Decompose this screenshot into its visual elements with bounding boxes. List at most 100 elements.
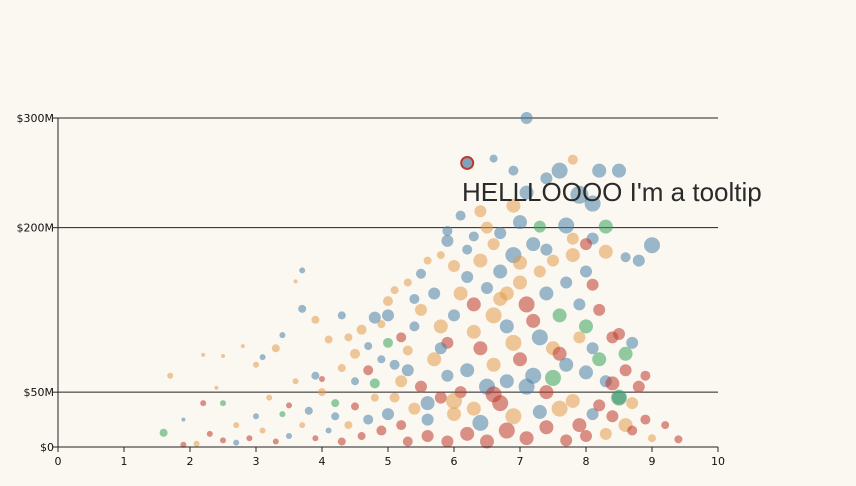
data-point[interactable] (485, 307, 502, 324)
data-point[interactable] (357, 432, 366, 441)
data-point[interactable] (513, 215, 527, 230)
data-point[interactable] (337, 364, 346, 373)
data-point[interactable] (403, 278, 412, 287)
data-point[interactable] (593, 399, 606, 412)
data-point[interactable] (493, 291, 508, 306)
data-point[interactable] (632, 380, 645, 393)
data-point[interactable] (605, 376, 620, 391)
data-point[interactable] (486, 357, 501, 372)
data-point[interactable] (513, 352, 527, 367)
data-point[interactable] (324, 335, 333, 344)
data-point[interactable] (408, 402, 421, 415)
data-point[interactable] (159, 428, 168, 437)
data-point[interactable] (612, 163, 626, 178)
data-point[interactable] (572, 418, 587, 433)
data-point[interactable] (415, 303, 427, 316)
data-point[interactable] (312, 435, 319, 442)
data-point[interactable] (611, 389, 627, 406)
data-point[interactable] (271, 344, 280, 353)
data-point[interactable] (539, 420, 554, 435)
data-point[interactable] (325, 427, 332, 434)
data-point[interactable] (253, 413, 259, 420)
data-point[interactable] (436, 251, 445, 260)
data-point[interactable] (674, 435, 683, 444)
data-point[interactable] (565, 393, 580, 408)
data-point[interactable] (579, 319, 593, 334)
data-point[interactable] (513, 275, 527, 290)
data-point[interactable] (193, 440, 200, 447)
data-point[interactable] (292, 378, 299, 385)
data-point[interactable] (618, 346, 633, 361)
data-point[interactable] (573, 331, 586, 344)
data-point[interactable] (420, 396, 435, 411)
data-point[interactable] (382, 408, 394, 421)
data-point[interactable] (473, 341, 488, 356)
data-point[interactable] (337, 311, 346, 320)
data-point[interactable] (298, 304, 307, 313)
data-point[interactable] (466, 297, 481, 312)
data-point[interactable] (382, 309, 394, 322)
data-point[interactable] (377, 320, 386, 329)
data-point[interactable] (221, 353, 225, 358)
data-point[interactable] (409, 321, 420, 332)
data-point[interactable] (505, 334, 522, 351)
data-point[interactable] (586, 342, 599, 355)
data-point[interactable] (233, 439, 240, 446)
data-point[interactable] (364, 342, 373, 351)
data-point[interactable] (598, 244, 613, 259)
data-point[interactable] (351, 402, 359, 411)
data-point[interactable] (433, 319, 448, 334)
data-point[interactable] (376, 425, 387, 436)
data-point[interactable] (293, 279, 298, 284)
data-point[interactable] (526, 313, 541, 328)
data-point[interactable] (272, 438, 279, 445)
data-point[interactable] (573, 298, 586, 311)
data-point[interactable] (518, 296, 535, 313)
data-point[interactable] (453, 286, 468, 301)
data-point[interactable] (606, 410, 619, 423)
data-point[interactable] (337, 437, 346, 446)
data-point[interactable] (448, 260, 460, 273)
data-point[interactable] (520, 112, 533, 124)
data-point[interactable] (592, 163, 607, 178)
data-point[interactable] (533, 220, 546, 233)
data-point[interactable] (377, 355, 386, 364)
data-point[interactable] (640, 414, 651, 425)
data-point[interactable] (580, 238, 592, 251)
data-point[interactable] (396, 332, 407, 343)
data-point[interactable] (487, 238, 500, 251)
data-point[interactable] (368, 311, 381, 324)
data-point[interactable] (661, 421, 670, 430)
data-point[interactable] (167, 372, 174, 379)
data-point[interactable] (559, 357, 574, 372)
data-point[interactable] (396, 420, 407, 431)
data-point[interactable] (506, 198, 521, 213)
data-point[interactable] (632, 254, 645, 267)
data-point[interactable] (181, 417, 186, 422)
data-point[interactable] (383, 337, 393, 348)
data-point[interactable] (644, 237, 660, 254)
data-point[interactable] (579, 365, 593, 380)
data-point[interactable] (402, 345, 413, 356)
data-point[interactable] (619, 364, 632, 377)
data-point[interactable] (304, 406, 313, 415)
data-point[interactable] (441, 234, 454, 247)
data-point[interactable] (331, 399, 340, 408)
data-point[interactable] (599, 427, 612, 440)
data-point[interactable] (531, 329, 548, 346)
data-point[interactable] (592, 352, 607, 367)
data-point[interactable] (416, 268, 426, 279)
data-point[interactable] (461, 271, 474, 284)
data-point[interactable] (580, 430, 592, 443)
data-point[interactable] (201, 352, 206, 357)
data-point[interactable] (533, 265, 546, 278)
data-point[interactable] (344, 421, 353, 430)
data-point[interactable] (299, 422, 306, 429)
data-point[interactable] (472, 414, 489, 431)
data-point[interactable] (598, 219, 613, 234)
data-point[interactable] (586, 278, 599, 291)
data-point[interactable] (539, 286, 554, 301)
data-point[interactable] (519, 431, 534, 446)
data-point[interactable] (480, 434, 494, 449)
data-point[interactable] (560, 276, 573, 289)
